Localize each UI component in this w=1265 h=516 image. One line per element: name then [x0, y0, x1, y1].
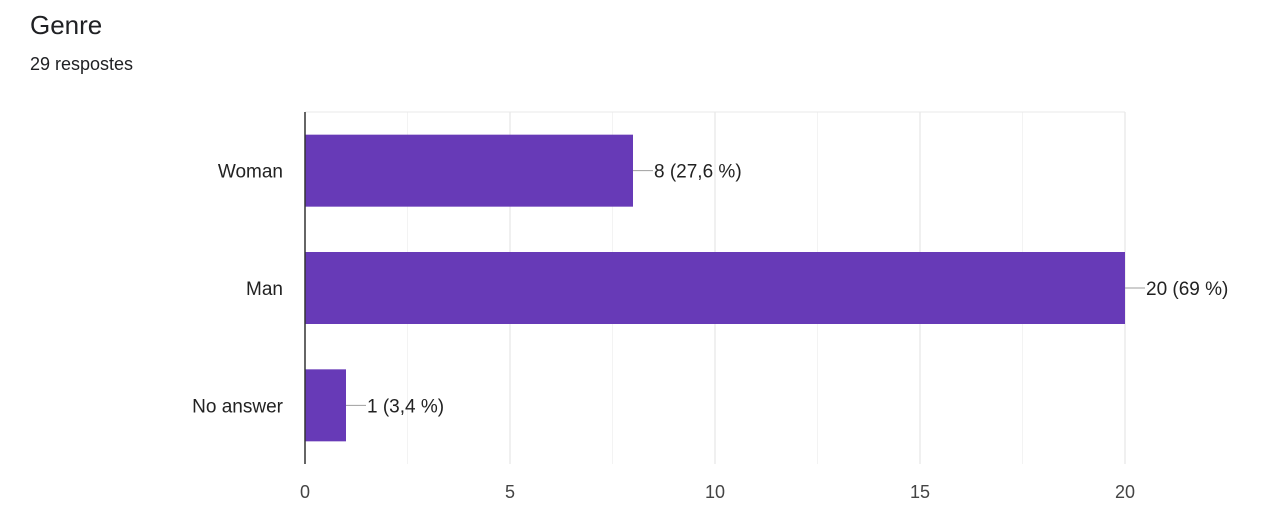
bar [305, 369, 346, 442]
bar [305, 252, 1125, 324]
category-label: No answer [192, 396, 283, 417]
question-title: Genre [30, 10, 103, 40]
x-tick-label: 15 [910, 482, 930, 502]
category-label: Man [246, 279, 283, 300]
x-tick-label: 0 [300, 482, 310, 502]
bar [305, 134, 633, 207]
x-tick-label: 5 [505, 482, 515, 502]
x-tick-label: 10 [705, 482, 725, 502]
labels: 0 5 10 15 20 Woman 8 (27,6 %) Man 20 (69 %) No an… [192, 112, 1228, 502]
category-label: Woman [218, 162, 283, 183]
data-label: 8 (27,6 %) [654, 162, 742, 183]
response-count: 29 respostes [30, 54, 134, 74]
bars [305, 134, 1125, 442]
x-tick-label: 20 [1115, 482, 1135, 502]
data-label: 1 (3,4 %) [367, 396, 444, 417]
data-label: 20 (69 %) [1146, 279, 1228, 300]
